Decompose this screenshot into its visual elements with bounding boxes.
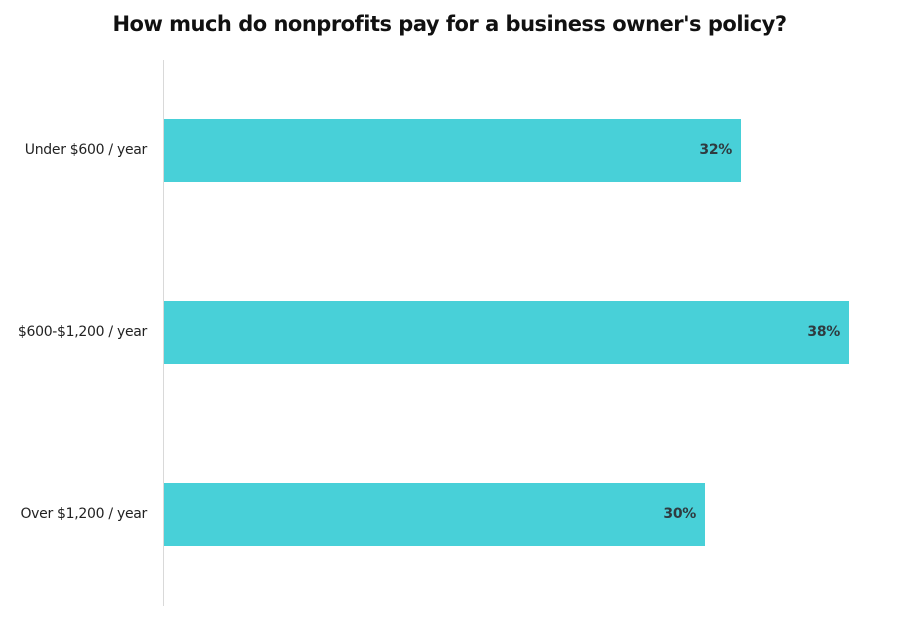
category-label: $600-$1,200 / year	[17, 324, 147, 340]
category-label: Under $600 / year	[24, 142, 148, 158]
value-label: 30%	[663, 506, 696, 522]
bar-row-over-1200: Over $1,200 / year 30%	[0, 483, 899, 546]
value-label: 38%	[807, 324, 840, 340]
category-label: Over $1,200 / year	[20, 506, 147, 522]
bar: 38%	[164, 301, 849, 364]
bar: 32%	[164, 119, 741, 182]
bar: 30%	[164, 483, 705, 546]
bar-row-600-1200: $600-$1,200 / year 38%	[0, 301, 899, 364]
y-axis-line	[163, 60, 164, 606]
bar-row-under-600: Under $600 / year 32%	[0, 119, 899, 182]
value-label: 32%	[699, 142, 732, 158]
chart-title: How much do nonprofits pay for a busines…	[112, 12, 787, 36]
